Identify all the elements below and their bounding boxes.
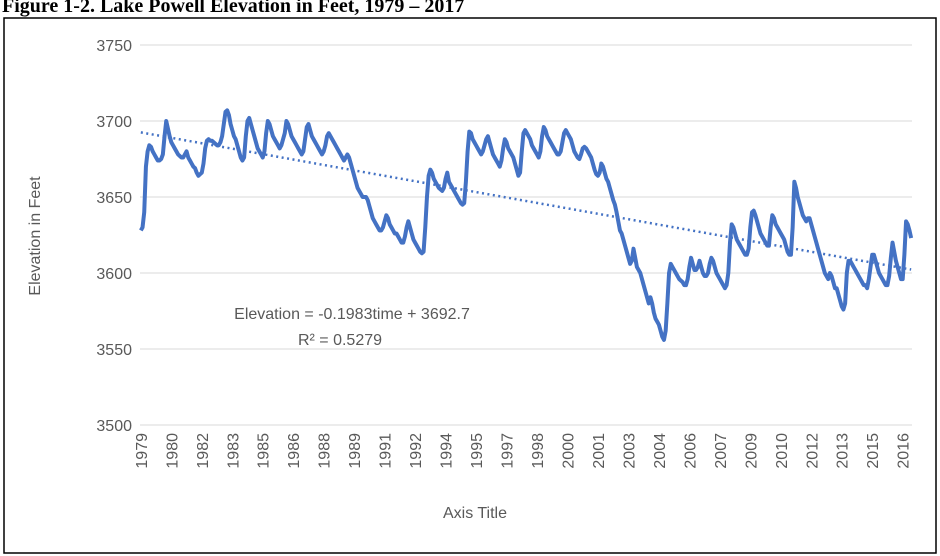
x-tick-label: 1986 [286, 433, 303, 469]
x-tick-label: 2012 [804, 433, 821, 469]
x-tick-label: 2010 [774, 433, 791, 469]
y-tick-label: 3500 [96, 418, 132, 435]
x-tick-label: 1989 [347, 433, 364, 469]
x-tick-label: 1983 [225, 433, 242, 469]
x-tick-label: 2000 [560, 433, 577, 469]
y-tick-label: 3550 [96, 342, 132, 359]
x-axis-title: Axis Title [443, 505, 507, 522]
x-tick-label: 1991 [378, 433, 395, 469]
x-tick-label: 1982 [195, 433, 212, 469]
x-tick-label: 1985 [256, 433, 273, 469]
data-line [139, 108, 914, 342]
trend-line [140, 131, 912, 271]
x-tick-label: 1980 [164, 433, 181, 469]
x-tick-label: 2006 [682, 433, 699, 469]
x-tick-label: 1988 [317, 433, 334, 469]
y-tick-label: 3700 [96, 114, 132, 131]
y-axis-title: Elevation in Feet [27, 176, 44, 296]
x-tick-label: 2009 [743, 433, 760, 469]
x-tick-label: 2007 [713, 433, 730, 469]
x-tick-label: 1997 [500, 433, 517, 469]
trend-r-squared: R² = 0.5279 [298, 332, 382, 349]
x-tick-label: 2013 [835, 433, 852, 469]
x-tick-label: 2004 [652, 433, 669, 469]
x-tick-label: 1979 [134, 433, 151, 469]
chart-frame [3, 17, 937, 554]
x-tick-label: 2016 [896, 433, 913, 469]
x-tick-label: 1994 [439, 433, 456, 469]
y-tick-label: 3600 [96, 266, 132, 283]
x-tick-label: 2001 [591, 433, 608, 469]
x-tick-label: 1998 [530, 433, 547, 469]
trend-equation: Elevation = -0.1983time + 3692.7 [234, 306, 470, 323]
chart-title: Figure 1-2. Lake Powell Elevation in Fee… [2, 0, 464, 17]
y-tick-label: 3750 [96, 38, 132, 55]
x-tick-label: 2003 [621, 433, 638, 469]
x-tick-label: 1995 [469, 433, 486, 469]
x-tick-label: 1992 [408, 433, 425, 469]
y-tick-label: 3650 [96, 190, 132, 207]
x-tick-label: 2015 [865, 433, 882, 469]
